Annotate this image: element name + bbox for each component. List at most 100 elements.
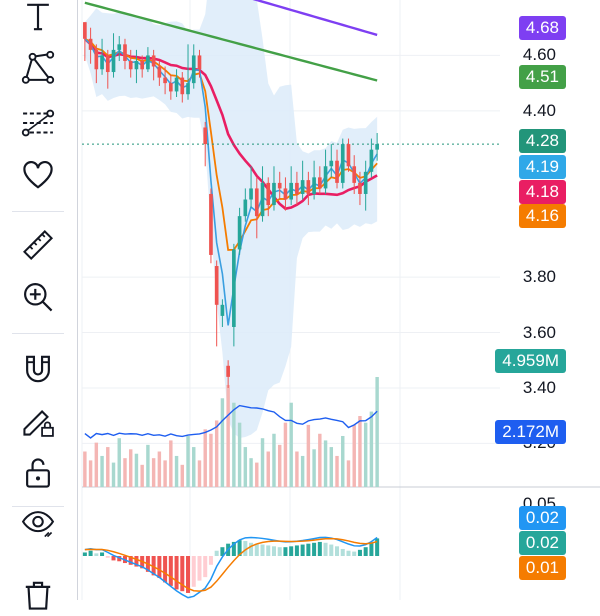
candle-body bbox=[105, 55, 110, 73]
macd-histogram-bar bbox=[335, 546, 340, 556]
macd-histogram-bar bbox=[271, 546, 276, 556]
volume-bar bbox=[146, 444, 150, 487]
toolbar-divider bbox=[12, 211, 64, 212]
macd-histogram-bar bbox=[180, 556, 185, 592]
lock-drawings-tool[interactable] bbox=[14, 400, 62, 442]
macd-line bbox=[84, 536, 378, 599]
lock-all-tool[interactable] bbox=[14, 452, 62, 494]
volume-bar bbox=[306, 424, 311, 487]
volume-pane bbox=[83, 377, 379, 487]
toolbar-divider bbox=[12, 333, 64, 334]
volume-bar bbox=[283, 422, 288, 487]
candle-body bbox=[260, 182, 265, 217]
candle-body bbox=[174, 77, 179, 92]
text-icon bbox=[27, 3, 49, 31]
candle-body bbox=[237, 216, 242, 250]
macd-histogram-bar bbox=[203, 556, 208, 578]
zoom-in-icon bbox=[24, 283, 53, 312]
candle-body bbox=[94, 49, 99, 70]
text-tool[interactable] bbox=[14, 0, 62, 38]
macd-histogram-bar bbox=[260, 544, 265, 556]
candle-body bbox=[197, 55, 202, 70]
candle-body bbox=[180, 77, 185, 95]
volume-bar bbox=[312, 449, 316, 487]
candle-body bbox=[289, 182, 294, 200]
candle-body bbox=[214, 266, 219, 305]
macd-histogram-bar bbox=[117, 556, 122, 562]
signal-line bbox=[84, 537, 378, 592]
candle-body bbox=[306, 180, 311, 194]
macd-histogram-bar bbox=[283, 547, 288, 556]
badge-macd: 0.02 bbox=[518, 506, 566, 530]
candle-body bbox=[363, 171, 368, 194]
macd-histogram-bar bbox=[340, 548, 345, 556]
macd-histogram-bar bbox=[191, 556, 196, 587]
macd-histogram-bar bbox=[254, 543, 259, 556]
pattern-tool[interactable] bbox=[14, 48, 62, 90]
magnet-tool[interactable] bbox=[14, 348, 62, 390]
volume-bar bbox=[214, 420, 219, 487]
candle-body bbox=[191, 55, 196, 84]
volume-bar bbox=[232, 402, 236, 487]
measure-tool[interactable] bbox=[14, 224, 62, 266]
price-axis-tick: 4.40 bbox=[522, 100, 556, 120]
drawing-toolbar bbox=[0, 0, 78, 610]
badge-volume: 4.959M bbox=[495, 349, 566, 373]
candle-body bbox=[243, 199, 248, 217]
macd-histogram-bar bbox=[277, 547, 282, 556]
volume-bar bbox=[260, 438, 265, 487]
volume-bar bbox=[335, 455, 339, 487]
upper-ma-line bbox=[252, 0, 378, 37]
volume-bar bbox=[111, 462, 116, 487]
volume-bar bbox=[128, 449, 133, 487]
volume-bar bbox=[323, 440, 328, 487]
pattern-icon bbox=[21, 50, 55, 84]
candle-body bbox=[352, 166, 357, 183]
macd-histogram-bar bbox=[375, 538, 380, 556]
candle-body bbox=[272, 182, 276, 206]
price-chart[interactable] bbox=[0, 0, 600, 600]
volume-bar bbox=[117, 438, 121, 487]
macd-histogram-bar bbox=[300, 544, 305, 556]
candle-body bbox=[346, 144, 351, 167]
volume-bar bbox=[255, 462, 259, 487]
zoom-tool[interactable] bbox=[14, 276, 62, 318]
candle-body bbox=[186, 83, 190, 95]
candles bbox=[83, 22, 379, 388]
volume-bar bbox=[134, 453, 139, 487]
candle-body bbox=[209, 193, 213, 255]
macd-histogram-bar bbox=[317, 541, 322, 556]
badge-mid-ma: 4.51 bbox=[518, 65, 566, 89]
volume-bar bbox=[243, 447, 248, 487]
macd-histogram-bar bbox=[220, 547, 225, 556]
badge-last-price: 4.28 bbox=[518, 129, 566, 153]
macd-histogram-bar bbox=[266, 545, 271, 556]
candle-body bbox=[163, 77, 167, 84]
heart-icon bbox=[23, 161, 53, 189]
badge-fast-ma: 4.19 bbox=[518, 155, 566, 179]
candle-body bbox=[375, 144, 379, 150]
candle-body bbox=[140, 60, 145, 70]
fib-tool[interactable] bbox=[14, 102, 62, 144]
macd-histogram-bar bbox=[208, 556, 213, 565]
price-axis-tick: 3.80 bbox=[522, 267, 556, 287]
candle-body bbox=[111, 49, 116, 73]
volume-bar bbox=[83, 451, 87, 487]
candle-body bbox=[335, 160, 339, 183]
macd-histogram-bar bbox=[151, 556, 156, 576]
candle-body bbox=[157, 66, 162, 78]
candle-body bbox=[134, 60, 139, 70]
badge-orange-ma: 4.16 bbox=[518, 204, 566, 228]
badge-signal: 0.01 bbox=[518, 556, 566, 580]
candle-body bbox=[123, 44, 127, 61]
volume-bar bbox=[369, 411, 374, 487]
volume-bar bbox=[197, 460, 202, 487]
volume-bar bbox=[88, 460, 93, 487]
volume-bar bbox=[203, 429, 207, 487]
visibility-tool[interactable] bbox=[14, 502, 62, 544]
favorites-tool[interactable] bbox=[14, 154, 62, 196]
volume-bar bbox=[123, 458, 127, 487]
volume-bar bbox=[163, 460, 167, 487]
volume-bar bbox=[346, 460, 351, 487]
candle-body bbox=[266, 182, 271, 206]
